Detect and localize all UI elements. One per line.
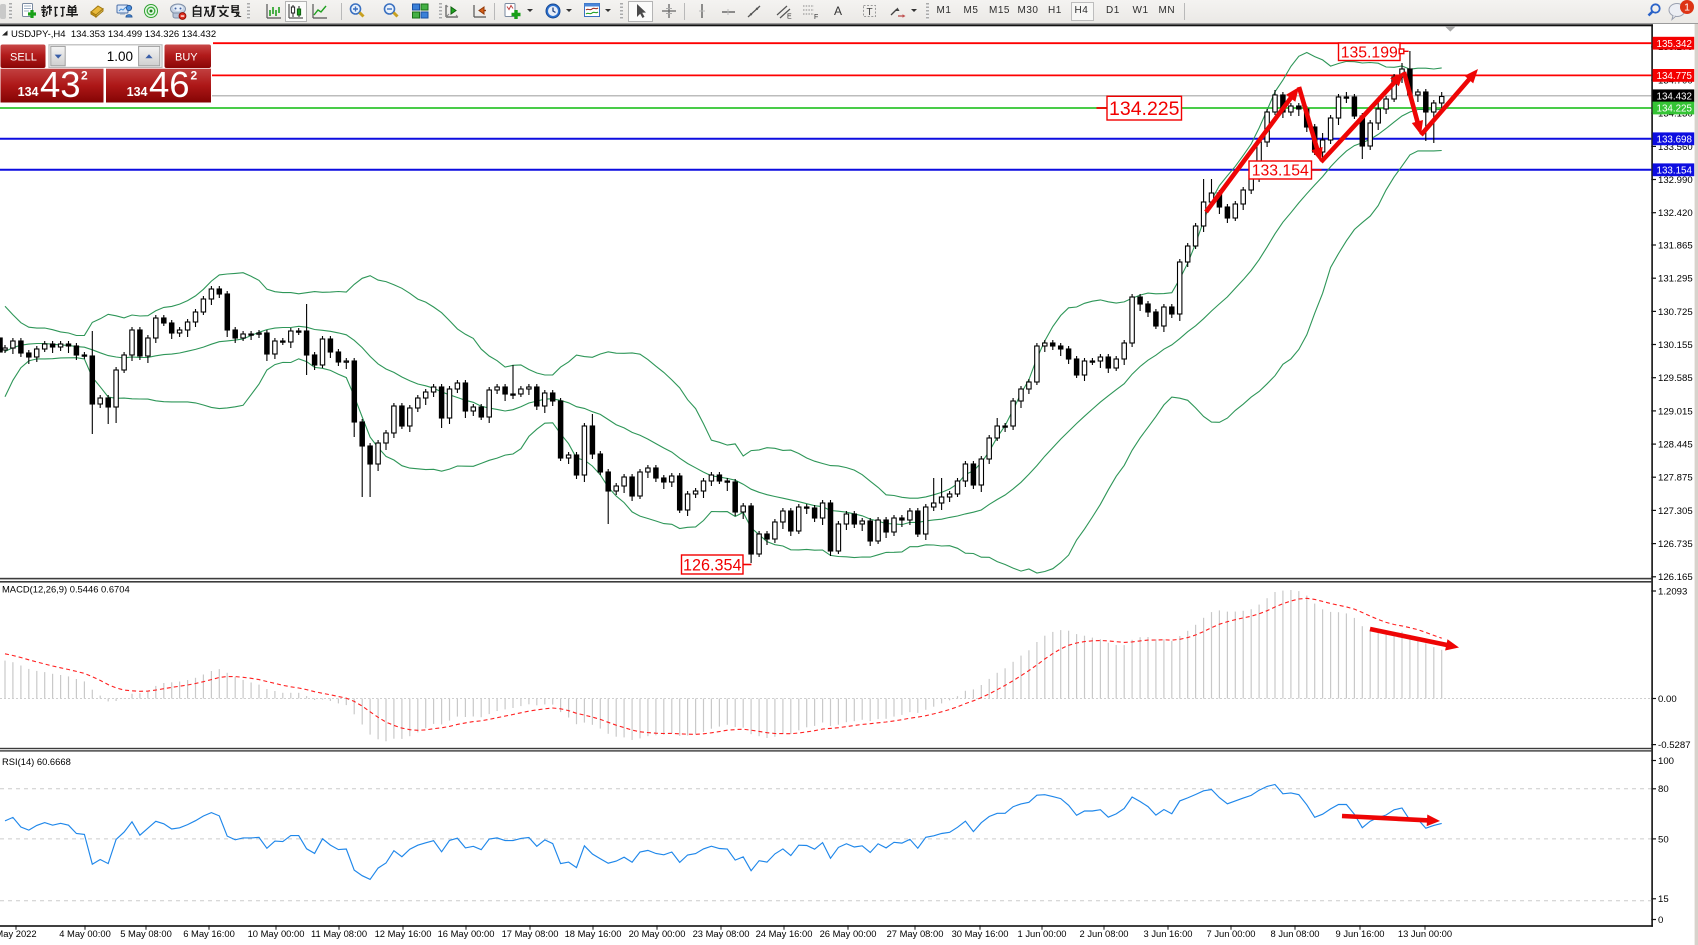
- svg-text:BUY: BUY: [175, 51, 198, 63]
- svg-text:27 May 08:00: 27 May 08:00: [887, 928, 944, 939]
- svg-text:23 May 08:00: 23 May 08:00: [693, 928, 750, 939]
- svg-text:100: 100: [1658, 756, 1674, 767]
- svg-text:126.354: 126.354: [683, 556, 742, 574]
- svg-text:134: 134: [127, 85, 148, 99]
- svg-text:132.990: 132.990: [1658, 175, 1693, 186]
- svg-text:8 Jun 08:00: 8 Jun 08:00: [1271, 928, 1320, 939]
- svg-text:-0.5287: -0.5287: [1658, 740, 1691, 751]
- svg-text:80: 80: [1658, 784, 1669, 795]
- svg-text:6 May 16:00: 6 May 16:00: [183, 928, 235, 939]
- svg-text:10 May 00:00: 10 May 00:00: [248, 928, 305, 939]
- svg-text:130.155: 130.155: [1658, 340, 1693, 351]
- svg-text:133.560: 133.560: [1658, 142, 1693, 153]
- svg-text:16 May 00:00: 16 May 00:00: [438, 928, 495, 939]
- svg-text:20 May 00:00: 20 May 00:00: [629, 928, 686, 939]
- svg-text:1: 1: [1684, 2, 1690, 14]
- svg-text:17 May 08:00: 17 May 08:00: [502, 928, 559, 939]
- svg-text:13 Jun 00:00: 13 Jun 00:00: [1398, 928, 1452, 939]
- svg-text:46: 46: [149, 64, 190, 105]
- svg-text:4 May 00:00: 4 May 00:00: [59, 928, 111, 939]
- svg-text:128.445: 128.445: [1658, 440, 1693, 451]
- svg-text:RSI(14) 60.6668: RSI(14) 60.6668: [2, 756, 71, 767]
- svg-text:USDJPY-,H4 134.353 134.499 13: USDJPY-,H4 134.353 134.499 134.326 134.4…: [11, 29, 216, 40]
- svg-text:MACD(12,26,9) 0.5446 0.6704: MACD(12,26,9) 0.5446 0.6704: [2, 584, 130, 595]
- svg-text:2: 2: [81, 69, 88, 83]
- svg-text:133.154: 133.154: [1657, 165, 1693, 176]
- svg-text:134.432: 134.432: [1657, 91, 1692, 102]
- svg-text:T: T: [867, 7, 873, 18]
- svg-text:130.725: 130.725: [1658, 307, 1693, 318]
- svg-text:15: 15: [1658, 894, 1669, 905]
- svg-text:0.00: 0.00: [1658, 694, 1677, 705]
- svg-text:127.305: 127.305: [1658, 506, 1693, 517]
- svg-text:2: 2: [191, 69, 198, 83]
- svg-text:1 Jun 00:00: 1 Jun 00:00: [1018, 928, 1067, 939]
- svg-text:134.225: 134.225: [1657, 104, 1693, 115]
- svg-text:SELL: SELL: [10, 51, 37, 63]
- svg-text:50: 50: [1658, 834, 1669, 845]
- svg-text:129.585: 129.585: [1658, 373, 1693, 384]
- svg-text:9 Jun 16:00: 9 Jun 16:00: [1336, 928, 1385, 939]
- svg-text:5 May 08:00: 5 May 08:00: [120, 928, 172, 939]
- svg-text:135.342: 135.342: [1657, 39, 1692, 50]
- svg-text:30 May 16:00: 30 May 16:00: [952, 928, 1009, 939]
- svg-text:43: 43: [40, 64, 81, 105]
- svg-text:126.165: 126.165: [1658, 572, 1693, 583]
- svg-text:133.154: 133.154: [1252, 163, 1309, 180]
- svg-text:127.875: 127.875: [1658, 473, 1693, 484]
- svg-text:134: 134: [18, 85, 39, 99]
- svg-text:7 Jun 00:00: 7 Jun 00:00: [1207, 928, 1256, 939]
- svg-text:126.735: 126.735: [1658, 539, 1693, 550]
- svg-text:0: 0: [1658, 915, 1663, 926]
- svg-text:26 May 00:00: 26 May 00:00: [820, 928, 877, 939]
- svg-text:134.775: 134.775: [1657, 71, 1693, 82]
- svg-text:E: E: [787, 14, 792, 21]
- svg-text:1.2093: 1.2093: [1658, 586, 1687, 597]
- svg-text:134.225: 134.225: [1109, 98, 1180, 120]
- svg-text:133.698: 133.698: [1657, 134, 1693, 145]
- svg-text:129.015: 129.015: [1658, 406, 1693, 417]
- svg-text:2 Jun 08:00: 2 Jun 08:00: [1080, 928, 1129, 939]
- svg-text:3 Jun 16:00: 3 Jun 16:00: [1144, 928, 1193, 939]
- svg-text:12 May 16:00: 12 May 16:00: [375, 928, 432, 939]
- svg-text:131.295: 131.295: [1658, 274, 1693, 285]
- svg-text:132.420: 132.420: [1658, 208, 1693, 219]
- svg-text:18 May 16:00: 18 May 16:00: [565, 928, 622, 939]
- svg-text:11 May 08:00: 11 May 08:00: [311, 928, 367, 939]
- svg-text:F: F: [814, 14, 818, 20]
- svg-text:131.865: 131.865: [1658, 240, 1693, 251]
- svg-text:1.00: 1.00: [107, 49, 133, 64]
- svg-text:135.199: 135.199: [1341, 44, 1398, 61]
- svg-text:24 May 16:00: 24 May 16:00: [756, 928, 813, 939]
- svg-text:May 2022: May 2022: [0, 928, 37, 939]
